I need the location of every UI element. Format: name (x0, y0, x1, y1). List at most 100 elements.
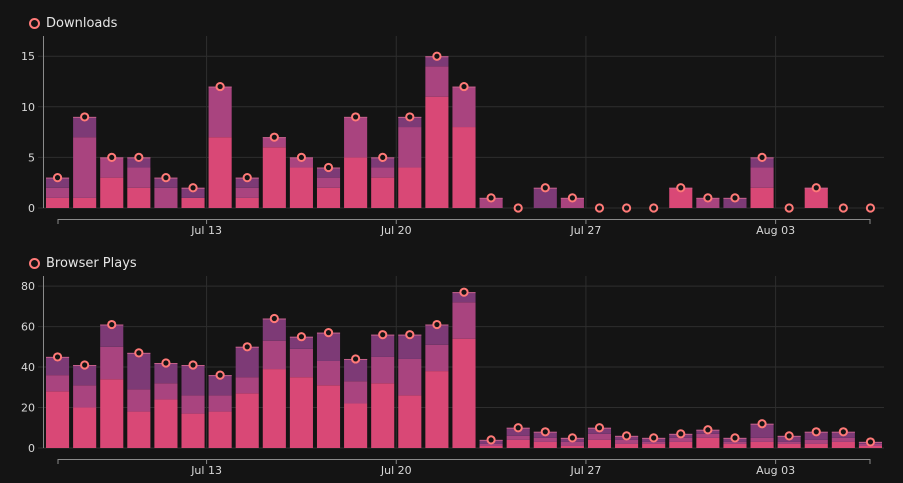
total-marker[interactable] (784, 431, 794, 441)
bar-segment[interactable] (73, 116, 97, 138)
bar-segment[interactable] (371, 356, 395, 384)
bar-segment[interactable] (831, 441, 855, 448)
bar-segment[interactable] (452, 86, 476, 128)
bar-segment[interactable] (181, 413, 205, 448)
total-marker[interactable] (378, 152, 388, 163)
total-marker[interactable] (405, 112, 415, 122)
total-marker[interactable] (567, 433, 577, 443)
total-marker[interactable] (649, 433, 659, 443)
bar-segment[interactable] (533, 187, 557, 208)
total-marker[interactable] (865, 437, 876, 447)
bar-segment[interactable] (46, 391, 70, 448)
bar-segment[interactable] (344, 381, 368, 404)
bar-segment[interactable] (371, 157, 395, 168)
total-marker[interactable] (405, 330, 415, 340)
total-marker[interactable] (784, 203, 794, 213)
bar-segment[interactable] (289, 377, 313, 448)
bar-segment[interactable] (73, 137, 97, 198)
total-marker[interactable] (188, 183, 198, 193)
bar-segment[interactable] (235, 187, 259, 198)
total-marker[interactable] (513, 423, 523, 433)
bar-segment[interactable] (642, 443, 666, 448)
bar-segment[interactable] (344, 358, 368, 382)
bar-segment[interactable] (100, 324, 124, 347)
total-marker[interactable] (432, 319, 442, 330)
bar-segment[interactable] (316, 187, 341, 208)
bar-segment[interactable] (316, 177, 341, 188)
bar-segment[interactable] (73, 197, 97, 208)
bar-segment[interactable] (669, 437, 693, 442)
bar-segment[interactable] (73, 407, 97, 448)
bar-segment[interactable] (479, 445, 503, 448)
bar-segment[interactable] (289, 348, 313, 378)
total-marker[interactable] (567, 193, 577, 203)
bar-segment[interactable] (46, 177, 70, 188)
bar-segment[interactable] (723, 197, 747, 208)
bar-segment[interactable] (425, 66, 449, 97)
total-marker[interactable] (432, 51, 442, 61)
total-marker[interactable] (161, 358, 171, 368)
total-marker[interactable] (296, 152, 307, 163)
bar-segment[interactable] (73, 365, 97, 386)
total-marker[interactable] (459, 287, 469, 297)
bar-segment[interactable] (398, 334, 422, 359)
bar-segment[interactable] (696, 197, 720, 208)
bar-segment[interactable] (262, 137, 286, 148)
bar-segment[interactable] (127, 411, 151, 448)
bar-segment[interactable] (398, 395, 422, 448)
total-marker[interactable] (296, 332, 307, 342)
bar-segment[interactable] (750, 157, 774, 168)
total-marker[interactable] (540, 427, 550, 437)
bar-segment[interactable] (777, 443, 801, 448)
bar-segment[interactable] (425, 56, 449, 67)
bar-segment[interactable] (316, 360, 341, 386)
bar-segment[interactable] (262, 369, 286, 448)
bar-segment[interactable] (208, 395, 232, 412)
legend-downloads[interactable]: Downloads (29, 14, 117, 32)
bar-segment[interactable] (398, 358, 422, 396)
bar-segment[interactable] (615, 443, 639, 448)
bar-segment[interactable] (316, 167, 341, 178)
bar-segment[interactable] (208, 86, 232, 138)
total-marker[interactable] (621, 431, 632, 441)
bar-segment[interactable] (289, 336, 313, 349)
total-marker[interactable] (703, 193, 713, 203)
total-marker[interactable] (351, 354, 361, 364)
bar-segment[interactable] (127, 352, 151, 390)
total-marker[interactable] (323, 162, 334, 173)
bar-segment[interactable] (235, 377, 259, 394)
total-marker[interactable] (811, 183, 821, 193)
total-marker[interactable] (676, 183, 686, 193)
bar-segment[interactable] (289, 167, 313, 208)
total-marker[interactable] (161, 173, 171, 183)
bar-segment[interactable] (154, 187, 178, 208)
total-marker[interactable] (80, 112, 90, 122)
total-marker[interactable] (107, 152, 117, 163)
bar-segment[interactable] (425, 324, 449, 345)
bar-segment[interactable] (425, 371, 449, 448)
bar-segment[interactable] (262, 340, 286, 370)
bar-segment[interactable] (560, 445, 584, 448)
total-marker[interactable] (351, 112, 361, 122)
total-marker[interactable] (486, 435, 496, 445)
total-marker[interactable] (594, 203, 605, 213)
bar-segment[interactable] (804, 187, 828, 208)
bar-segment[interactable] (371, 383, 395, 448)
bar-segment[interactable] (127, 187, 151, 208)
total-marker[interactable] (242, 342, 252, 352)
bar-segment[interactable] (587, 439, 612, 448)
bar-segment[interactable] (858, 445, 882, 448)
total-marker[interactable] (838, 427, 848, 437)
bar-segment[interactable] (669, 187, 693, 208)
bar-segment[interactable] (425, 96, 449, 208)
bar-segment[interactable] (696, 433, 720, 438)
bar-segment[interactable] (371, 167, 395, 178)
total-marker[interactable] (757, 419, 767, 429)
bar-segment[interactable] (831, 437, 855, 442)
total-marker[interactable] (107, 319, 117, 330)
bar-segment[interactable] (506, 439, 530, 448)
bar-segment[interactable] (262, 147, 286, 208)
total-marker[interactable] (676, 429, 686, 439)
bar-segment[interactable] (696, 437, 720, 448)
total-marker[interactable] (703, 425, 713, 435)
